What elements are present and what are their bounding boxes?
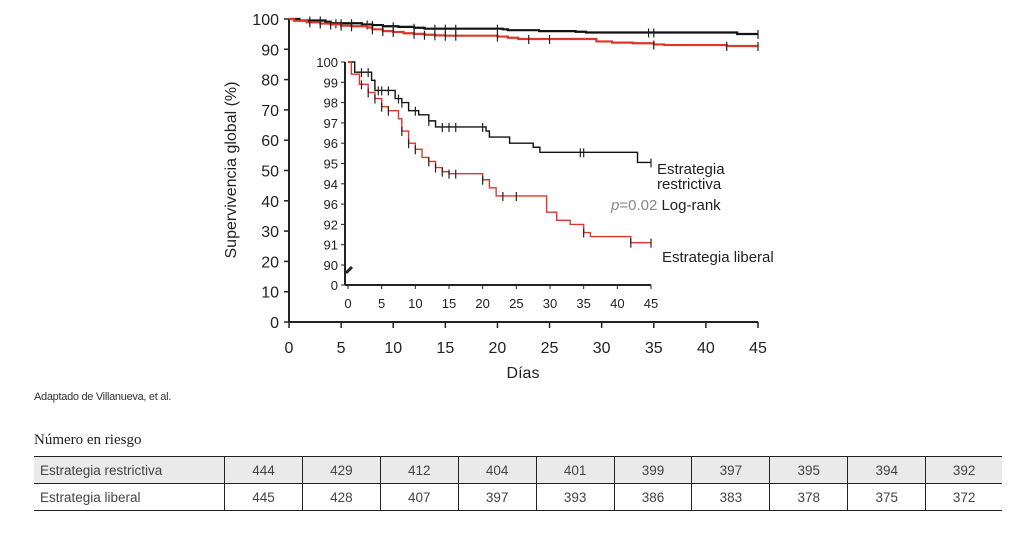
inset-background <box>344 56 661 287</box>
source-note: Adaptado de Villanueva, et al. <box>34 391 171 403</box>
inset-y-tick-label: 94 <box>324 177 338 192</box>
cell: 383 <box>691 483 770 511</box>
cell: 399 <box>613 456 692 484</box>
cell: 429 <box>301 456 381 484</box>
y-tick-label: 70 <box>261 103 279 120</box>
cell: 397 <box>457 483 537 511</box>
cell: 428 <box>301 483 381 511</box>
inset-x-tick-label: 10 <box>408 296 422 311</box>
inset-y-tick-label: 99 <box>324 75 338 90</box>
y-axis-label: Supervivencia global (%) <box>223 82 240 259</box>
inset-x-tick-label: 20 <box>475 296 489 311</box>
x-axis-label: Días <box>507 365 540 382</box>
inset-y-tick-label: 96 <box>324 197 338 212</box>
inset-x-tick-label: 45 <box>644 296 658 311</box>
x-tick-label: 15 <box>436 340 454 357</box>
p-value-label: p=0.02 Log-rank <box>610 197 721 214</box>
cell: 395 <box>769 456 848 484</box>
cell: 393 <box>535 483 615 511</box>
cell: 412 <box>379 456 459 484</box>
inset-y-tick-label: 0 <box>331 278 338 293</box>
inset-x-tick-label: 15 <box>442 296 456 311</box>
x-tick-label: 30 <box>593 340 611 357</box>
inset-liberal-line <box>348 61 651 244</box>
inset-y-tick-label: 95 <box>324 157 338 172</box>
inset-x-tick-label: 25 <box>509 296 523 311</box>
legend-restrictiva-line2: restrictiva <box>657 176 722 193</box>
cell: 404 <box>457 456 537 484</box>
x-tick-label: 20 <box>489 340 507 357</box>
inset-x-tick-label: 0 <box>344 296 351 311</box>
x-tick-label: 40 <box>697 340 715 357</box>
inset-y-tick-label: 96 <box>324 136 338 151</box>
risk-table: Estrategia restrictiva 444 429 412 404 401 39… <box>34 456 1002 511</box>
inset-x-tick-label: 5 <box>378 296 385 311</box>
inset-y-tick-label: 90 <box>324 258 338 273</box>
inset-y-tick-label: 100 <box>316 55 338 70</box>
x-tick-label: 10 <box>384 340 402 357</box>
cell: 375 <box>847 483 926 511</box>
cell: 407 <box>379 483 459 511</box>
inset-axis-break <box>344 265 354 275</box>
cell: 397 <box>691 456 770 484</box>
x-tick-label: 45 <box>749 340 767 357</box>
legend-restrictiva: Estrategia <box>657 161 725 178</box>
table-row: Estrategia liberal 445 428 407 397 393 386 383… <box>34 483 1002 511</box>
y-tick-label: 60 <box>261 133 279 150</box>
x-tick-label: 35 <box>645 340 663 357</box>
inset-y-tick-label: 97 <box>324 116 338 131</box>
cell: 392 <box>925 456 1002 484</box>
x-tick-label: 25 <box>541 340 559 357</box>
x-tick-label: 0 <box>285 340 294 357</box>
inset-x-tick-label: 30 <box>543 296 557 311</box>
row-label: Estrategia restrictiva <box>34 456 225 484</box>
y-tick-label: 80 <box>261 73 279 90</box>
legend-liberal: Estrategia liberal <box>662 249 774 266</box>
x-tick-label: 5 <box>337 340 346 357</box>
inset-x-tick-label: 35 <box>576 296 590 311</box>
cell: 444 <box>224 456 303 484</box>
cell: 378 <box>769 483 848 511</box>
main-liberal-line <box>289 17 758 48</box>
inset-x-tick-label: 40 <box>610 296 624 311</box>
cell: 445 <box>224 483 303 511</box>
y-tick-label: 10 <box>261 285 279 302</box>
inset-y-tick-label: 98 <box>324 96 338 111</box>
y-tick-label: 30 <box>261 224 279 241</box>
y-tick-label: 40 <box>261 194 279 211</box>
row-label: Estrategia liberal <box>40 489 141 505</box>
inset-y-tick-label: 92 <box>324 217 338 232</box>
table-row: Estrategia restrictiva 444 429 412 404 401 39… <box>34 456 1002 484</box>
cell: 394 <box>847 456 926 484</box>
y-tick-label: 20 <box>261 254 279 271</box>
y-tick-label: 100 <box>252 12 279 29</box>
cell: 372 <box>925 483 1002 511</box>
risk-table-title: Número en riesgo <box>34 432 142 448</box>
y-tick-label: 50 <box>261 164 279 181</box>
cell: 386 <box>613 483 692 511</box>
cell: 401 <box>535 456 615 484</box>
y-tick-label: 90 <box>261 42 279 59</box>
y-tick-label: 0 <box>270 315 279 332</box>
inset-y-tick-label: 91 <box>324 238 338 253</box>
